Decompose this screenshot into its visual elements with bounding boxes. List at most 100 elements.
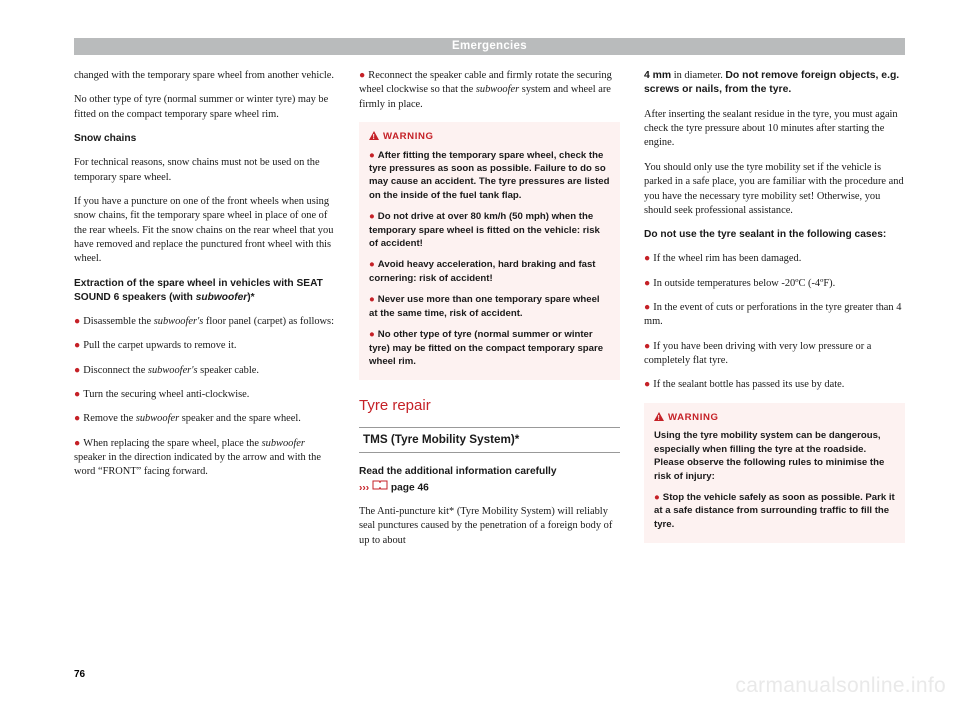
sub-title-tms: TMS (Tyre Mobility System)* [359, 427, 620, 453]
bullet-icon: ● [644, 278, 650, 289]
text: speaker cable. [198, 365, 259, 376]
bullet-icon: ● [654, 492, 660, 503]
italic: subwoofer [136, 413, 179, 424]
text: If you have been driving with very low p… [644, 341, 871, 366]
bullet-icon: ● [369, 329, 375, 340]
text: )* [247, 292, 254, 303]
body-text: If you have a puncture on one of the fro… [74, 195, 335, 267]
text: No other type of tyre (normal summer or … [369, 329, 603, 367]
list-item: ●Remove the subwoofer speaker and the sp… [74, 412, 335, 426]
bullet-icon: ● [369, 259, 375, 270]
text: Disassemble the [83, 316, 153, 327]
warning-item: ●After fitting the temporary spare wheel… [369, 149, 610, 203]
bullet-icon: ● [74, 438, 80, 449]
bullet-icon: ● [74, 365, 80, 376]
bold: 4 mm [644, 70, 671, 81]
body-text: For technical reasons, snow chains must … [74, 156, 335, 185]
subheading-do-not-use: Do not use the tyre sealant in the follo… [644, 228, 905, 242]
warning-box: ! WARNING Using the tyre mobility system … [644, 403, 905, 543]
list-item: ●In outside temperatures below -20ºC (-4… [644, 277, 905, 291]
bullet-icon: ● [369, 294, 375, 305]
page-number: 76 [74, 669, 85, 680]
italic: subwoofer [196, 292, 248, 303]
body-text: 4 mm in diameter. Do not remove foreign … [644, 69, 905, 98]
text: When replacing the spare wheel, place th… [83, 438, 261, 449]
body-text: The Anti-puncture kit* (Tyre Mobility Sy… [359, 505, 620, 548]
bullet-icon: ● [74, 316, 80, 327]
warning-box: !WARNING ●After fitting the temporary sp… [359, 122, 620, 380]
bullet-icon: ● [369, 211, 375, 222]
body-text: You should only use the tyre mobility se… [644, 161, 905, 218]
book-icon [372, 480, 388, 495]
warning-label: WARNING [668, 412, 719, 423]
page-container: Emergencies changed with the temporary s… [0, 0, 960, 708]
column-1: changed with the temporary spare wheel f… [74, 69, 335, 558]
bullet-icon: ● [644, 341, 650, 352]
text: If the sealant bottle has passed its use… [653, 379, 844, 390]
warning-label: WARNING [383, 131, 434, 142]
body-text: No other type of tyre (normal summer or … [74, 93, 335, 122]
column-2: ●Reconnect the speaker cable and firmly … [359, 69, 620, 558]
warning-intro: Using the tyre mobility system can be da… [654, 429, 895, 483]
bullet-icon: ● [74, 413, 80, 424]
text: After fitting the temporary spare wheel,… [369, 150, 610, 201]
warning-item: ●Do not drive at over 80 km/h (50 mph) w… [369, 210, 610, 250]
header-bar: Emergencies [74, 38, 905, 55]
warning-title: ! WARNING [654, 411, 895, 424]
section-title-tyre-repair: Tyre repair [359, 396, 620, 417]
text: Do not drive at over 80 km/h (50 mph) wh… [369, 211, 600, 249]
warning-item: ●Avoid heavy acceleration, hard braking … [369, 258, 610, 285]
warning-triangle-icon: ! [654, 412, 664, 421]
text: Avoid heavy acceleration, hard braking a… [369, 259, 596, 283]
text: In outside temperatures below -20ºC (-4º… [653, 278, 835, 289]
subheading-snow-chains: Snow chains [74, 132, 335, 146]
warning-item: ●No other type of tyre (normal summer or… [369, 328, 610, 368]
bullet-icon: ● [74, 389, 80, 400]
italic: subwoofer [262, 438, 305, 449]
chevron-icon: ››› [359, 482, 369, 493]
body-text: After inserting the sealant residue in t… [644, 108, 905, 151]
text: Stop the vehicle safely as soon as possi… [654, 492, 895, 530]
warning-triangle-icon: ! [369, 131, 379, 140]
text: Disconnect the [83, 365, 148, 376]
bullet-icon: ● [644, 302, 650, 313]
text: Never use more than one temporary spare … [369, 294, 600, 318]
text: In the event of cuts or perforations in … [644, 302, 901, 327]
list-item: ●When replacing the spare wheel, place t… [74, 437, 335, 480]
warning-title: ! WARNING [369, 130, 610, 143]
text: Read the additional information carefull… [359, 466, 557, 477]
text: If the wheel rim has been damaged. [653, 253, 801, 264]
list-item: ●In the event of cuts or perforations in… [644, 301, 905, 330]
warning-item: ●Stop the vehicle safely as soon as poss… [654, 491, 895, 531]
list-item: ●If you have been driving with very low … [644, 340, 905, 369]
text: speaker in the direction indicated by th… [74, 452, 321, 477]
list-item: ●Disconnect the subwoofer's speaker cabl… [74, 364, 335, 378]
text: speaker and the spare wheel. [179, 413, 301, 424]
text: in diameter. [671, 70, 725, 81]
list-item: ●Reconnect the speaker cable and firmly … [359, 69, 620, 112]
bullet-icon: ● [369, 150, 375, 161]
italic: subwoofer's [154, 316, 204, 327]
bullet-icon: ● [74, 340, 80, 351]
text: floor panel (carpet) as follows: [203, 316, 334, 327]
bullet-icon: ● [644, 253, 650, 264]
bullet-icon: ● [359, 70, 365, 81]
list-item: ●Turn the securing wheel anti-clockwise. [74, 388, 335, 402]
svg-text:!: ! [658, 415, 661, 421]
text: Turn the securing wheel anti-clockwise. [83, 389, 249, 400]
columns: changed with the temporary spare wheel f… [74, 69, 905, 558]
column-3: 4 mm in diameter. Do not remove foreign … [644, 69, 905, 558]
watermark: carmanualsonline.info [735, 674, 946, 698]
warning-item: ●Never use more than one temporary spare… [369, 293, 610, 320]
list-item: ●Disassemble the subwoofer's floor panel… [74, 315, 335, 329]
list-item: ●Pull the carpet upwards to remove it. [74, 339, 335, 353]
subheading-extraction: Extraction of the spare wheel in vehicle… [74, 277, 335, 305]
italic: subwoofer's [148, 365, 198, 376]
bullet-icon: ● [644, 379, 650, 390]
text: Pull the carpet upwards to remove it. [83, 340, 236, 351]
page-ref: page 46 [388, 482, 429, 493]
body-text: changed with the temporary spare wheel f… [74, 69, 335, 83]
svg-text:!: ! [373, 134, 376, 140]
text: Remove the [83, 413, 136, 424]
list-item: ●If the sealant bottle has passed its us… [644, 378, 905, 392]
